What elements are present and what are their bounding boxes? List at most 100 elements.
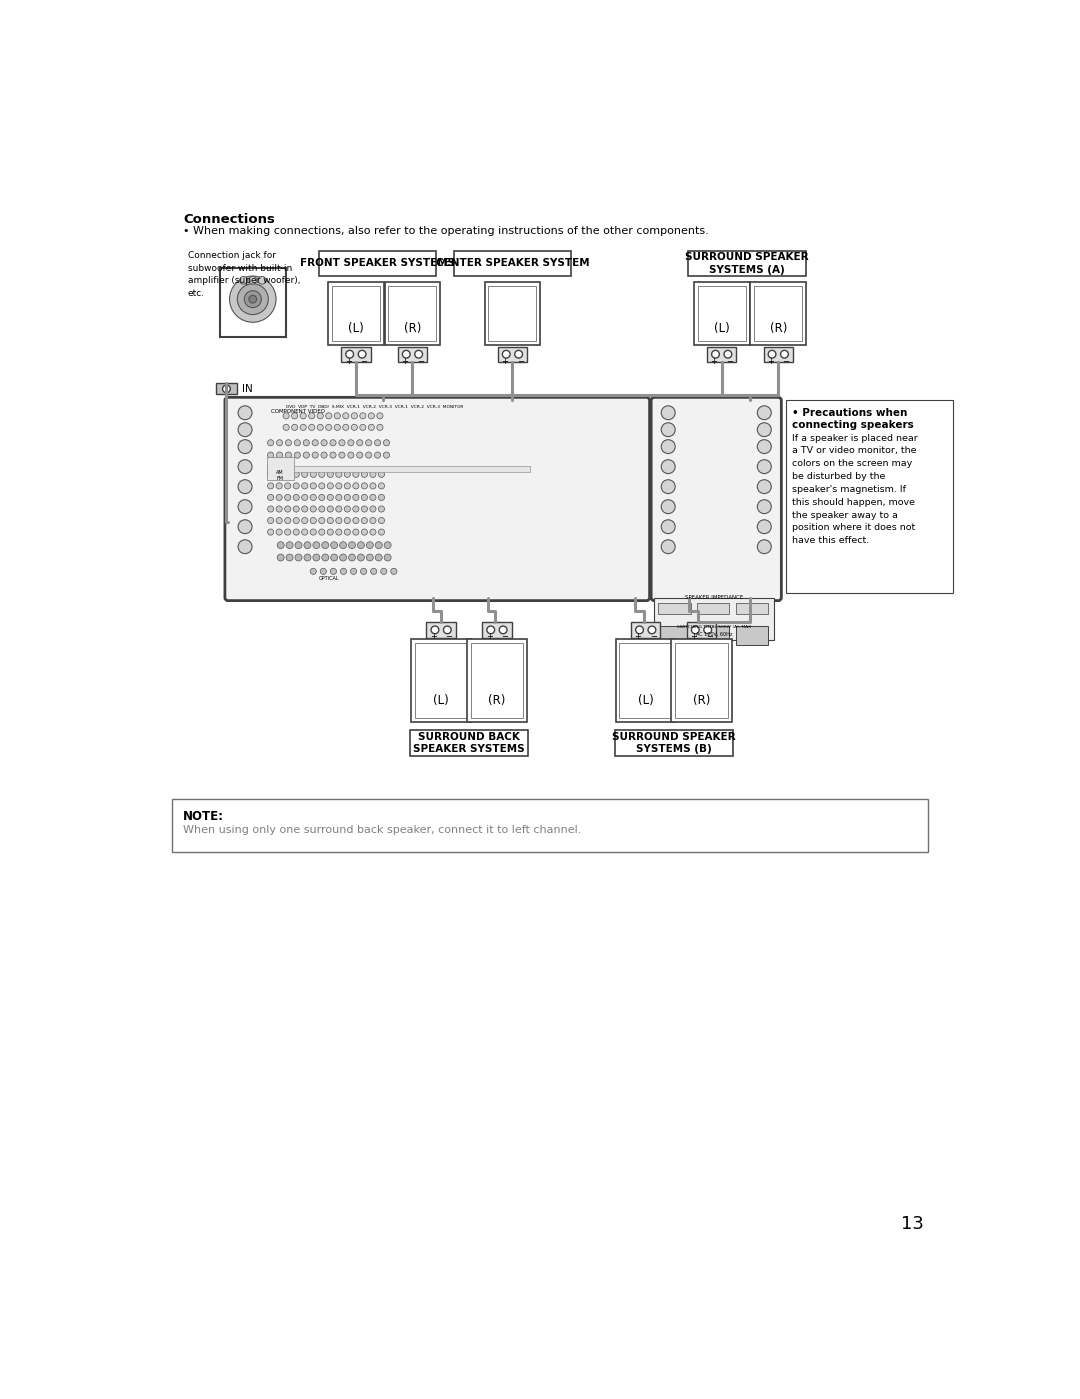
Circle shape <box>330 541 338 548</box>
Circle shape <box>356 439 363 446</box>
Circle shape <box>292 424 298 431</box>
Bar <box>688 250 806 276</box>
Bar <box>454 250 571 276</box>
Circle shape <box>240 277 247 284</box>
Circle shape <box>336 518 342 523</box>
Circle shape <box>301 529 308 536</box>
Bar <box>319 250 436 276</box>
Circle shape <box>327 529 334 536</box>
Bar <box>172 799 928 852</box>
Circle shape <box>327 483 334 490</box>
Circle shape <box>327 494 334 501</box>
Circle shape <box>369 471 376 477</box>
Circle shape <box>238 422 252 436</box>
Bar <box>697 603 729 614</box>
Bar <box>410 730 528 757</box>
Circle shape <box>375 452 380 457</box>
Circle shape <box>342 424 349 431</box>
Circle shape <box>365 452 372 457</box>
Text: +: + <box>486 632 492 641</box>
Circle shape <box>321 568 326 575</box>
Bar <box>384 281 441 346</box>
Circle shape <box>383 452 390 457</box>
Circle shape <box>295 554 302 561</box>
Text: +: + <box>767 357 774 365</box>
Circle shape <box>378 494 384 501</box>
Circle shape <box>362 506 367 512</box>
Circle shape <box>294 452 300 457</box>
Circle shape <box>515 350 523 358</box>
Circle shape <box>238 499 252 513</box>
Text: +: + <box>501 357 508 365</box>
Circle shape <box>340 568 347 575</box>
Text: (L): (L) <box>348 322 364 334</box>
Text: SURROUND BACK
SPEAKER SYSTEMS: SURROUND BACK SPEAKER SYSTEMS <box>414 732 525 754</box>
Circle shape <box>356 452 363 457</box>
Circle shape <box>336 506 342 512</box>
Circle shape <box>351 413 357 418</box>
Circle shape <box>322 541 328 548</box>
Text: FRONT SPEAKER SYSTEMS: FRONT SPEAKER SYSTEMS <box>300 259 455 269</box>
Circle shape <box>244 291 261 308</box>
Text: (L): (L) <box>714 322 730 334</box>
Bar <box>267 466 530 471</box>
Text: DVD  VDP  TV  DBD/  S.MIX  VCR-1  VCR-2  VCR-3  VCR-1  VCR-2  VCR-3  MONITOR: DVD VDP TV DBD/ S.MIX VCR-1 VCR-2 VCR-3 … <box>286 406 463 409</box>
Circle shape <box>362 494 367 501</box>
Circle shape <box>348 439 354 446</box>
Circle shape <box>362 471 367 477</box>
Circle shape <box>353 471 359 477</box>
Text: SPEAKER IMPEDANCE: SPEAKER IMPEDANCE <box>685 595 743 600</box>
Circle shape <box>345 518 350 523</box>
Bar <box>410 639 471 722</box>
Bar <box>216 383 238 395</box>
Circle shape <box>301 483 308 490</box>
Circle shape <box>724 350 732 358</box>
Circle shape <box>345 483 350 490</box>
Text: −: − <box>705 632 713 641</box>
Text: (L): (L) <box>433 694 449 708</box>
Bar <box>498 347 527 362</box>
Bar <box>693 281 750 346</box>
Circle shape <box>353 506 359 512</box>
Circle shape <box>276 506 282 512</box>
Circle shape <box>293 471 299 477</box>
Circle shape <box>284 518 291 523</box>
Text: −: − <box>650 632 657 641</box>
Text: • When making connections, also refer to the operating instructions of the other: • When making connections, also refer to… <box>183 225 708 235</box>
Circle shape <box>648 625 656 634</box>
Bar <box>764 347 793 362</box>
Circle shape <box>431 625 438 634</box>
Circle shape <box>318 413 323 418</box>
Circle shape <box>310 471 316 477</box>
Circle shape <box>238 284 268 315</box>
Bar <box>631 623 661 638</box>
Circle shape <box>370 568 377 575</box>
Circle shape <box>230 276 276 322</box>
Circle shape <box>321 452 327 457</box>
Circle shape <box>502 350 510 358</box>
Circle shape <box>238 520 252 533</box>
Text: SWITCHING TOTAL 500W (A), MAX: SWITCHING TOTAL 500W (A), MAX <box>677 625 751 630</box>
Circle shape <box>757 460 771 474</box>
Circle shape <box>294 439 300 446</box>
Text: When using only one surround back speaker, connect it to left channel.: When using only one surround back speake… <box>183 825 581 835</box>
Text: (R): (R) <box>693 694 711 708</box>
Text: (R): (R) <box>770 322 787 334</box>
Circle shape <box>342 413 349 418</box>
Circle shape <box>310 483 316 490</box>
Circle shape <box>319 471 325 477</box>
Circle shape <box>276 494 282 501</box>
Bar <box>675 644 728 719</box>
Circle shape <box>301 471 308 477</box>
Circle shape <box>661 460 675 474</box>
Circle shape <box>326 413 332 418</box>
Bar <box>754 285 802 341</box>
Circle shape <box>238 540 252 554</box>
Text: AM
FM: AM FM <box>276 470 284 481</box>
Bar <box>698 285 745 341</box>
Bar <box>482 623 512 638</box>
Circle shape <box>362 483 367 490</box>
Circle shape <box>319 529 325 536</box>
Circle shape <box>283 413 289 418</box>
Circle shape <box>303 554 311 561</box>
